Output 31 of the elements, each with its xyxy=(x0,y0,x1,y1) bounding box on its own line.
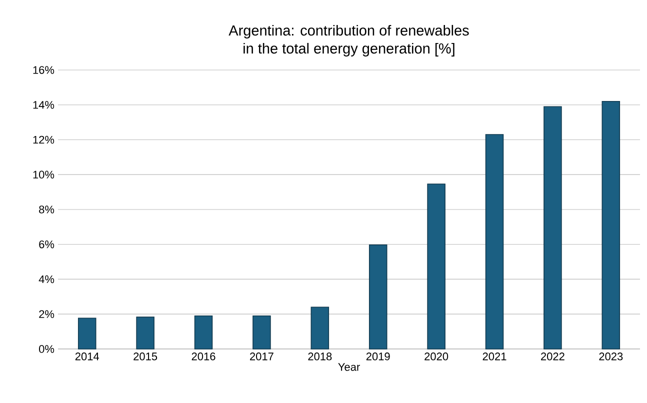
x-tick-label: 2018 xyxy=(308,352,332,360)
bar xyxy=(194,315,213,350)
y-tick-label: 4% xyxy=(38,275,54,284)
y-tick-label: 8% xyxy=(39,206,54,214)
y-tick-label: 16% xyxy=(33,66,54,74)
bar xyxy=(368,244,388,350)
x-tick-label: 2019 xyxy=(366,352,390,360)
y-tick-label: 6% xyxy=(39,240,54,248)
x-tick-label: 2014 xyxy=(75,352,100,360)
x-tick-label: 2017 xyxy=(250,352,274,360)
x-tick-label: 2021 xyxy=(482,352,506,360)
chart-title: Argentina: contribution of renewables in the total energy generation [%] xyxy=(228,24,469,56)
bar xyxy=(252,315,271,350)
y-tick-label: 14% xyxy=(33,101,54,109)
y-tick-label: 12% xyxy=(33,136,54,144)
bar xyxy=(427,184,446,350)
x-tick-label: 2015 xyxy=(134,352,158,360)
x-tick-label: 2020 xyxy=(424,352,448,360)
bar xyxy=(602,100,620,350)
y-tick-label: 2% xyxy=(39,310,54,318)
y-tick-label: 10% xyxy=(33,170,54,179)
bar xyxy=(544,106,562,350)
x-tick-label: 2023 xyxy=(599,352,623,360)
bar xyxy=(485,134,504,350)
bar xyxy=(136,316,154,350)
bar xyxy=(78,318,96,350)
x-tick-label: 2016 xyxy=(192,352,216,360)
bar xyxy=(310,306,330,350)
y-tick-label: 0% xyxy=(39,345,54,353)
x-axis-title: Year xyxy=(338,363,360,371)
x-tick-label: 2022 xyxy=(541,352,564,360)
